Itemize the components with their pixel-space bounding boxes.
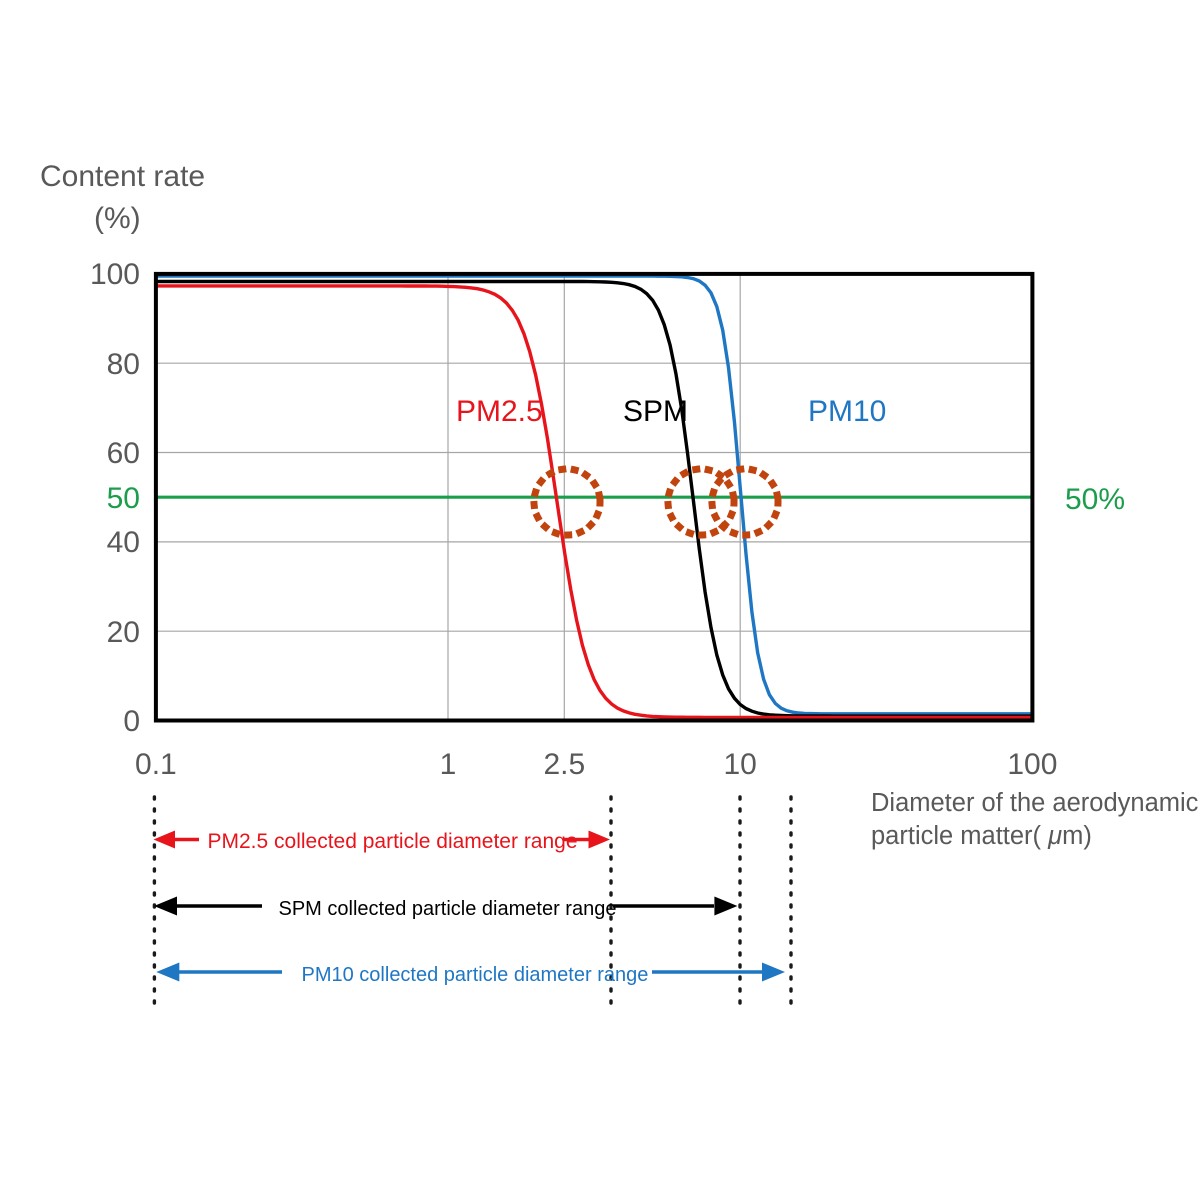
svg-text:60: 60: [107, 437, 140, 470]
svg-text:SPM: SPM: [623, 395, 688, 428]
svg-text:0: 0: [123, 705, 140, 738]
svg-text:40: 40: [107, 526, 140, 559]
svg-text:20: 20: [107, 616, 140, 649]
svg-text:(%): (%): [94, 202, 141, 235]
svg-text:100: 100: [90, 258, 140, 291]
svg-text:PM2.5 collected particle diame: PM2.5 collected particle diameter range: [208, 830, 578, 853]
svg-text:PM2.5: PM2.5: [456, 395, 543, 428]
svg-text:particle matter( μm): particle matter( μm): [871, 822, 1092, 850]
svg-text:PM10 collected particle diamet: PM10 collected particle diameter range: [302, 964, 649, 986]
svg-text:100: 100: [1007, 748, 1057, 781]
svg-text:50: 50: [107, 482, 140, 515]
svg-text:Content rate: Content rate: [40, 160, 205, 193]
svg-text:Diameter of the aerodynamic: Diameter of the aerodynamic: [871, 789, 1199, 817]
svg-text:80: 80: [107, 348, 140, 381]
svg-text:PM10: PM10: [808, 395, 886, 428]
svg-text:0.1: 0.1: [135, 748, 177, 781]
svg-text:50%: 50%: [1065, 483, 1125, 516]
svg-text:2.5: 2.5: [543, 748, 585, 781]
svg-text:SPM collected particle diamete: SPM collected particle diameter range: [279, 898, 617, 920]
svg-text:1: 1: [440, 748, 457, 781]
svg-text:10: 10: [724, 748, 757, 781]
